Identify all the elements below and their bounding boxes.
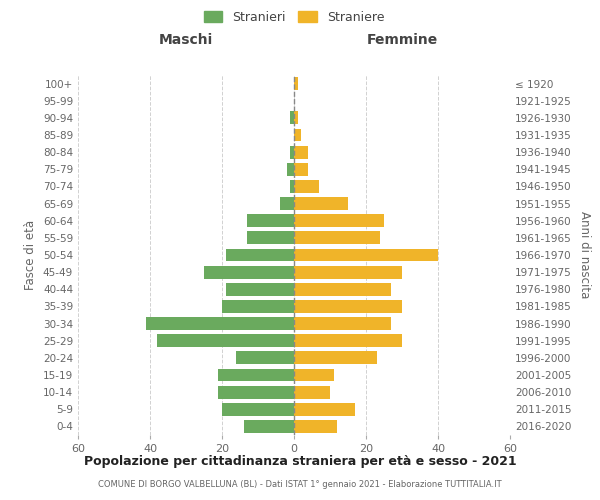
Bar bbox=[294, 128, 301, 141]
Bar bbox=[222, 300, 294, 313]
Bar bbox=[294, 300, 402, 313]
Bar bbox=[294, 232, 380, 244]
Bar bbox=[294, 214, 384, 227]
Bar bbox=[226, 283, 294, 296]
Bar bbox=[294, 146, 308, 158]
Bar bbox=[204, 266, 294, 278]
Bar bbox=[157, 334, 294, 347]
Bar bbox=[218, 368, 294, 382]
Bar bbox=[294, 420, 337, 433]
Y-axis label: Fasce di età: Fasce di età bbox=[25, 220, 37, 290]
Bar bbox=[290, 112, 294, 124]
Bar bbox=[236, 352, 294, 364]
Bar bbox=[280, 197, 294, 210]
Bar bbox=[294, 317, 391, 330]
Bar bbox=[294, 386, 330, 398]
Bar bbox=[294, 403, 355, 415]
Bar bbox=[294, 77, 298, 90]
Bar bbox=[294, 112, 298, 124]
Bar bbox=[287, 163, 294, 175]
Text: Femmine: Femmine bbox=[367, 34, 437, 48]
Y-axis label: Anni di nascita: Anni di nascita bbox=[578, 212, 591, 298]
Bar bbox=[294, 180, 319, 193]
Bar bbox=[294, 334, 402, 347]
Bar bbox=[294, 368, 334, 382]
Bar bbox=[294, 197, 348, 210]
Bar bbox=[218, 386, 294, 398]
Text: COMUNE DI BORGO VALBELLUNA (BL) - Dati ISTAT 1° gennaio 2021 - Elaborazione TUTT: COMUNE DI BORGO VALBELLUNA (BL) - Dati I… bbox=[98, 480, 502, 489]
Bar bbox=[290, 146, 294, 158]
Bar bbox=[294, 163, 308, 175]
Bar bbox=[294, 352, 377, 364]
Bar bbox=[146, 317, 294, 330]
Bar bbox=[294, 248, 438, 262]
Text: Popolazione per cittadinanza straniera per età e sesso - 2021: Popolazione per cittadinanza straniera p… bbox=[83, 455, 517, 468]
Bar bbox=[222, 403, 294, 415]
Bar bbox=[247, 232, 294, 244]
Bar bbox=[294, 283, 391, 296]
Bar bbox=[244, 420, 294, 433]
Bar bbox=[247, 214, 294, 227]
Bar bbox=[290, 180, 294, 193]
Text: Maschi: Maschi bbox=[159, 34, 213, 48]
Bar bbox=[226, 248, 294, 262]
Bar bbox=[294, 266, 402, 278]
Legend: Stranieri, Straniere: Stranieri, Straniere bbox=[199, 6, 389, 28]
